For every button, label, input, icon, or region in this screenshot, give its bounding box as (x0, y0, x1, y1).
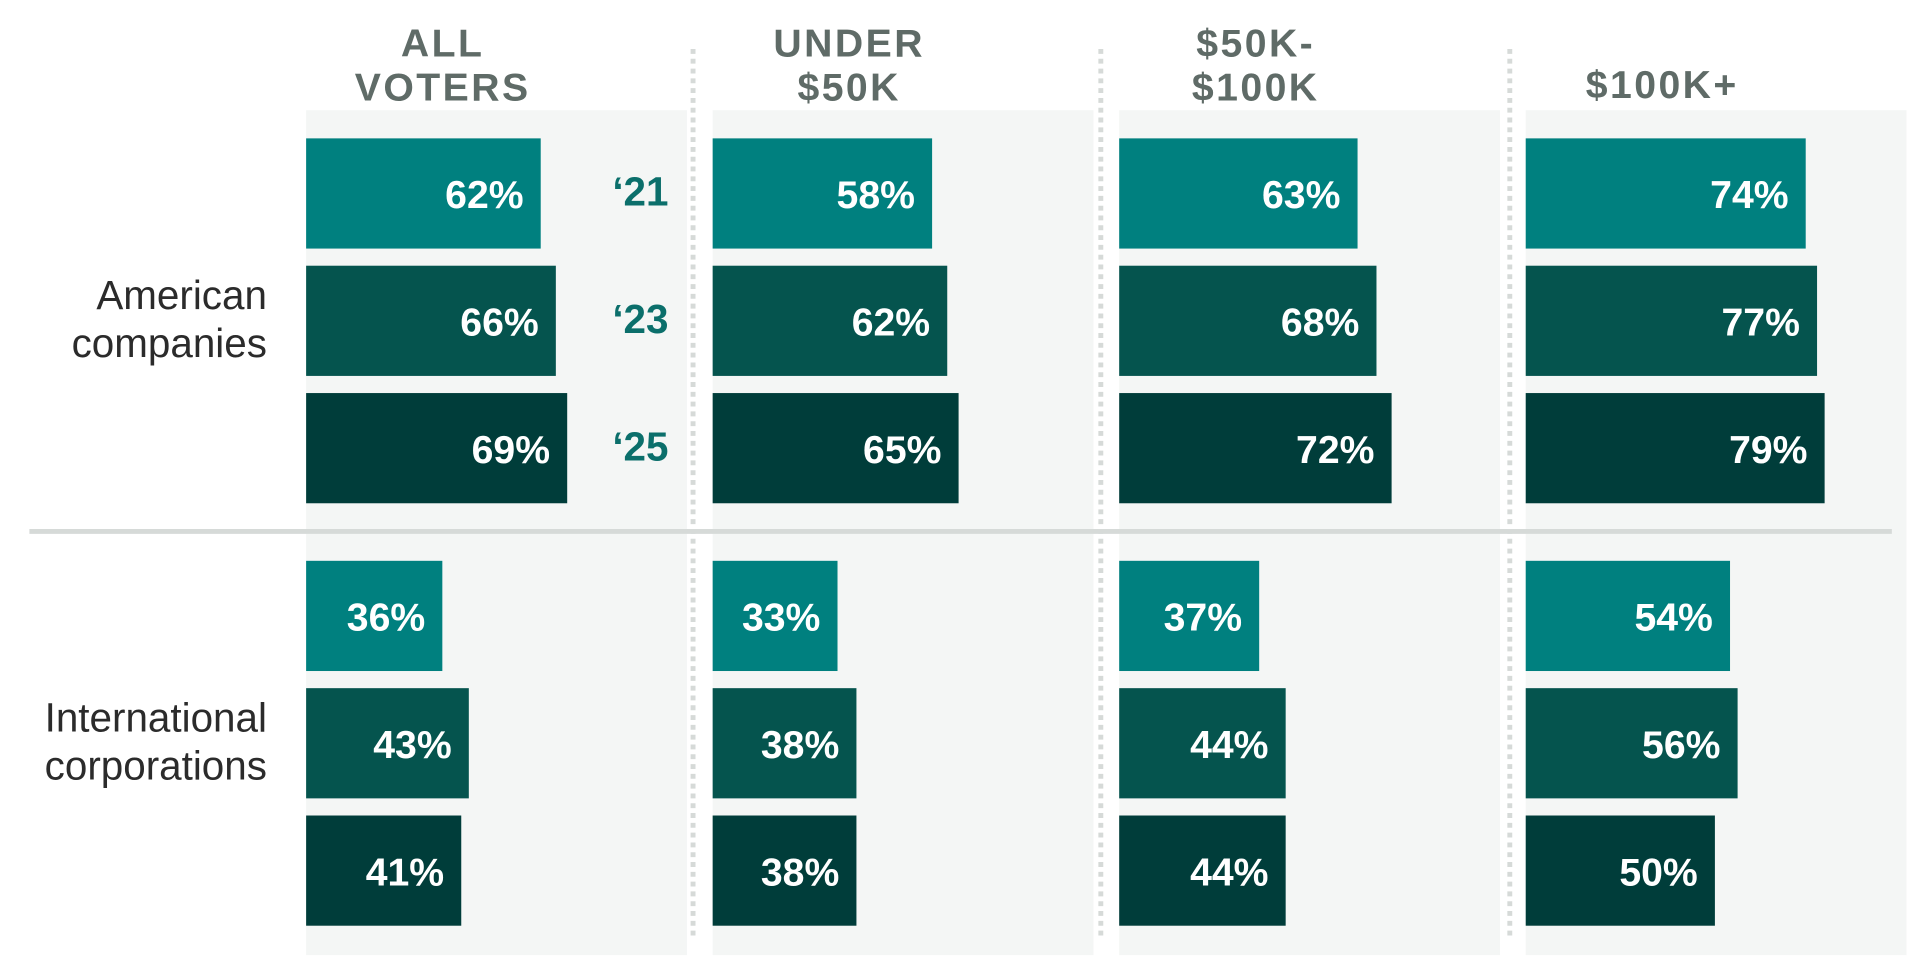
bar-value-label: 74% (1710, 174, 1788, 217)
bar-value-label: 79% (1729, 429, 1807, 472)
bar (1525, 560, 1731, 672)
legend: ‘21 ‘23 ‘25 (612, 169, 668, 470)
bar (1119, 688, 1286, 799)
bar-value-label: 36% (347, 597, 425, 640)
bar-value-label: 54% (1634, 597, 1712, 640)
bar-value-label: 43% (373, 724, 451, 767)
bar (306, 815, 462, 926)
category-label-line: American (96, 272, 267, 318)
bar-value-label: 77% (1722, 302, 1800, 345)
bar-value-label: 62% (445, 174, 523, 217)
bar (306, 688, 469, 799)
bar (712, 265, 948, 376)
legend-label: ‘23 (612, 296, 668, 342)
bar-value-label: 56% (1642, 724, 1720, 767)
bars: 62% 66% 69% 36% 43% 41% 58% 62% 65% 33% 38% 38% 63% 6… (306, 138, 1825, 926)
bar (306, 138, 541, 249)
bar-value-label: 41% (366, 851, 444, 894)
bar-value-label: 50% (1619, 851, 1697, 894)
bar-value-label: 38% (761, 724, 839, 767)
bar (712, 815, 857, 926)
bar (712, 688, 857, 799)
bar (306, 560, 443, 672)
column-header-line: VOTERS (355, 66, 531, 109)
bar (306, 265, 556, 376)
bar-value-label: 33% (742, 597, 820, 640)
bar-value-label: 58% (837, 174, 915, 217)
bar (1525, 138, 1806, 249)
bar (712, 138, 933, 249)
column-header-line: ALL (401, 22, 485, 65)
bar (712, 393, 959, 504)
legend-label: ‘25 (612, 423, 668, 469)
bar-value-label: 69% (472, 429, 550, 472)
bar (1119, 265, 1377, 376)
bar (1119, 815, 1286, 926)
bar (1525, 265, 1818, 376)
bar-value-label: 37% (1164, 597, 1242, 640)
column-header-line: $100K (1192, 66, 1320, 109)
legend-label: ‘21 (612, 169, 668, 215)
column-header-line: $100K+ (1586, 64, 1739, 107)
category-label-line: International (45, 695, 267, 741)
bar-value-label: 38% (761, 851, 839, 894)
bar-value-label: 68% (1281, 302, 1359, 345)
bar-value-label: 65% (863, 429, 941, 472)
bar (306, 393, 568, 504)
bar-value-label: 66% (460, 302, 538, 345)
bar (1525, 393, 1825, 504)
bar-value-label: 44% (1190, 851, 1268, 894)
bar-value-label: 63% (1262, 174, 1340, 217)
bar-value-label: 62% (852, 302, 930, 345)
bar (1119, 560, 1260, 672)
column-header-line: $50K (797, 66, 900, 109)
bar (1525, 688, 1738, 799)
dividers (29, 48, 1892, 937)
category-label-line: companies (72, 320, 267, 366)
bar-value-label: 44% (1190, 724, 1268, 767)
category-label-line: corporations (45, 742, 267, 788)
bar (1119, 393, 1392, 504)
column-header-line: UNDER (773, 22, 925, 65)
bar (712, 560, 838, 672)
bar-value-label: 72% (1296, 429, 1374, 472)
column-header-line: $50K- (1196, 22, 1315, 65)
bar (1525, 815, 1715, 926)
bar (1119, 138, 1358, 249)
